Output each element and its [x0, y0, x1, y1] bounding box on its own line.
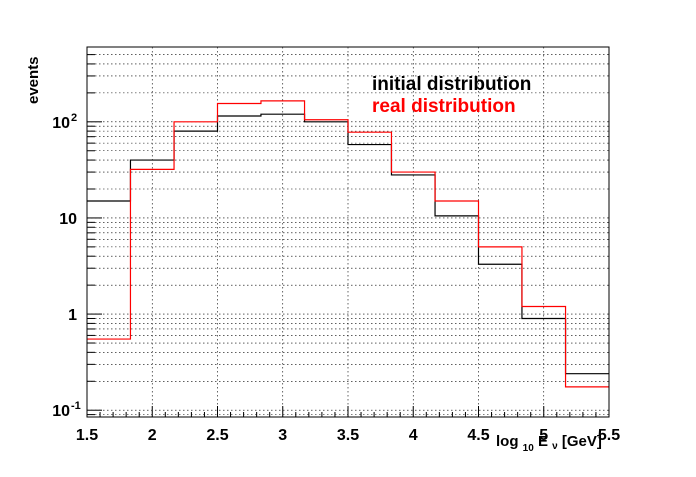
y-tick-label: 1 [68, 307, 77, 324]
legend-entry-initial: initial distribution [372, 74, 531, 95]
x-tick-label: 5 [539, 427, 548, 444]
y-axis-label: events [25, 56, 42, 104]
x-tick-label: 4 [409, 427, 418, 444]
series-lines [87, 100, 609, 388]
y-tick-label-exponent: 2 [71, 112, 77, 124]
y-tick-label: 10 [59, 211, 77, 228]
series-line-1 [87, 100, 609, 388]
legend: initial distribution real distribution [372, 74, 531, 117]
x-tick-label: 5.5 [598, 427, 620, 444]
x-axis-label-nu: ν [552, 441, 558, 452]
x-tick-label: 3 [278, 427, 287, 444]
x-axis-label-unit: [GeV] [562, 433, 602, 450]
x-axis-label: log 10 E ν [GeV] [496, 433, 602, 455]
x-axis-label-sub: 10 [523, 443, 535, 454]
y-tick-label: 10 [52, 403, 70, 420]
y-tick-label-exponent: -1 [71, 400, 81, 412]
x-tick-label: 1.5 [76, 427, 98, 444]
x-tick-label: 2 [148, 427, 157, 444]
x-tick-label: 4.5 [467, 427, 489, 444]
legend-entry-real: real distribution [372, 96, 516, 117]
x-tick-label: 2.5 [206, 427, 228, 444]
x-tick-label: 3.5 [337, 427, 359, 444]
x-axis-label-rest: E [538, 433, 548, 450]
y-tick-label: 10 [52, 115, 70, 132]
axis-ticks [86, 54, 610, 417]
x-axis-label-main: log [496, 433, 519, 450]
